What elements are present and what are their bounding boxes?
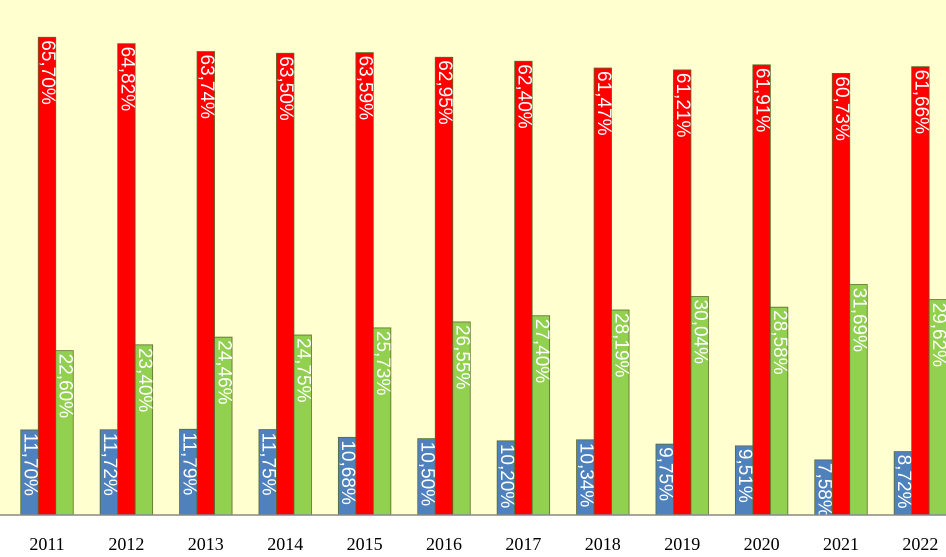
value-label: 7,58% bbox=[813, 463, 834, 517]
value-label: 63,50% bbox=[275, 56, 296, 121]
x-tick-label: 2020 bbox=[744, 534, 780, 554]
value-label: 61,21% bbox=[672, 73, 693, 138]
value-label: 60,73% bbox=[831, 76, 852, 141]
value-label: 61,47% bbox=[593, 71, 614, 136]
x-tick-label: 2018 bbox=[585, 534, 621, 554]
value-label: 9,51% bbox=[734, 449, 755, 503]
value-label: 65,70% bbox=[37, 40, 58, 105]
bar bbox=[434, 56, 454, 516]
value-label: 63,74% bbox=[196, 55, 217, 120]
value-label: 9,75% bbox=[655, 447, 676, 501]
value-label: 27,40% bbox=[531, 319, 552, 384]
value-label: 28,58% bbox=[769, 310, 790, 375]
x-tick-label: 2011 bbox=[29, 534, 64, 554]
x-tick-label: 2017 bbox=[505, 534, 541, 554]
value-label: 11,75% bbox=[258, 433, 279, 496]
bar bbox=[196, 51, 215, 516]
x-tick-label: 2021 bbox=[823, 534, 859, 554]
x-tick-label: 2022 bbox=[902, 534, 938, 554]
value-label: 11,79% bbox=[178, 432, 199, 495]
value-label: 23,40% bbox=[134, 348, 155, 413]
value-label: 62,40% bbox=[513, 64, 534, 129]
bar bbox=[752, 64, 771, 516]
value-label: 25,73% bbox=[372, 331, 393, 396]
value-label: 61,91% bbox=[752, 68, 773, 133]
value-label: 24,46% bbox=[213, 340, 234, 405]
x-tick-label: 2012 bbox=[108, 534, 144, 554]
x-tick-label: 2015 bbox=[347, 534, 383, 554]
value-label: 22,60% bbox=[54, 354, 75, 419]
value-label: 10,20% bbox=[496, 444, 517, 509]
value-label: 61,66% bbox=[910, 70, 931, 135]
bar bbox=[117, 43, 136, 516]
bar bbox=[514, 60, 533, 516]
value-label: 29,62% bbox=[928, 303, 946, 368]
value-label: 26,55% bbox=[451, 325, 472, 390]
value-label: 62,95% bbox=[434, 60, 455, 125]
value-label: 8,72% bbox=[893, 455, 914, 509]
value-label: 10,50% bbox=[416, 442, 437, 507]
value-label: 24,75% bbox=[293, 338, 314, 403]
x-tick-label: 2014 bbox=[267, 534, 303, 554]
x-tick-label: 2016 bbox=[426, 534, 462, 554]
bar bbox=[355, 52, 374, 516]
value-label: 11,70% bbox=[19, 433, 40, 496]
value-label: 30,04% bbox=[690, 300, 711, 365]
value-label: 11,72% bbox=[99, 433, 120, 496]
x-tick-label: 2013 bbox=[188, 534, 224, 554]
bar bbox=[276, 52, 295, 516]
value-label: 10,34% bbox=[575, 443, 596, 508]
value-label: 28,19% bbox=[610, 313, 631, 378]
value-label: 10,68% bbox=[337, 440, 358, 505]
x-tick-label: 2019 bbox=[664, 534, 700, 554]
value-label: 64,82% bbox=[116, 47, 137, 112]
bar bbox=[37, 36, 57, 516]
value-label: 31,69% bbox=[848, 288, 869, 353]
plot-area bbox=[0, 0, 946, 516]
value-label: 63,59% bbox=[355, 56, 376, 121]
